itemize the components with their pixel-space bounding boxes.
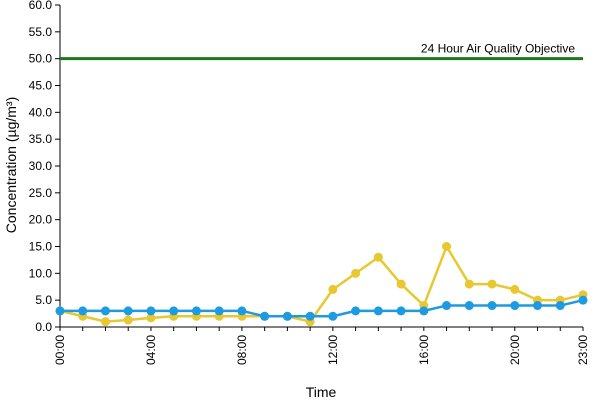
y-tick-label: 30.0 bbox=[29, 159, 53, 173]
x-tick-label: 20:00 bbox=[508, 335, 522, 365]
series-2-point bbox=[442, 301, 452, 311]
series-2-point bbox=[123, 306, 133, 316]
series-1-point bbox=[487, 279, 497, 289]
y-tick-label: 40.0 bbox=[29, 105, 53, 119]
x-tick-label: 16:00 bbox=[417, 335, 431, 365]
series-1-point bbox=[351, 268, 361, 278]
y-tick-label: 5.0 bbox=[35, 293, 52, 307]
series-2-point bbox=[146, 306, 156, 316]
series-2-point bbox=[533, 301, 543, 311]
x-tick-label: 23:00 bbox=[576, 335, 590, 365]
series-2-point bbox=[78, 306, 88, 316]
series-1-point bbox=[328, 284, 338, 294]
series-2-line bbox=[60, 298, 584, 318]
x-axis-title: Time bbox=[306, 384, 337, 400]
y-tick-label: 0.0 bbox=[35, 320, 52, 334]
series-2-point bbox=[396, 306, 406, 316]
series-1-point bbox=[100, 317, 110, 327]
y-tick-label: 35.0 bbox=[29, 132, 53, 146]
series-2-point bbox=[169, 306, 179, 316]
y-tick-label: 15.0 bbox=[29, 240, 53, 254]
series-group bbox=[55, 242, 588, 327]
x-axis: 00:00 04:00 08:00 12:00 16:00 20:00 23:00 bbox=[53, 326, 590, 365]
y-tick-label: 60.0 bbox=[29, 0, 53, 12]
series-2-point bbox=[487, 301, 497, 311]
y-tick-label: 55.0 bbox=[29, 25, 53, 39]
y-axis: 0.0 5.0 10.0 15.0 20.0 25.0 30.0 35.0 40.0 45.0 50… bbox=[29, 0, 61, 334]
y-tick-label: 25.0 bbox=[29, 186, 53, 200]
series-2-point bbox=[55, 306, 65, 316]
series-1-point bbox=[373, 252, 383, 262]
y-tick-label: 10.0 bbox=[29, 266, 53, 280]
series-2-point bbox=[328, 311, 338, 321]
series-2-point bbox=[282, 311, 292, 321]
series-2-point bbox=[510, 301, 520, 311]
series-1-point bbox=[396, 279, 406, 289]
series-2-point bbox=[578, 295, 588, 305]
objective-label: 24 Hour Air Quality Objective bbox=[421, 42, 575, 56]
series-2-point bbox=[351, 306, 361, 316]
series-1-point bbox=[510, 284, 520, 294]
series-2-point bbox=[100, 306, 110, 316]
y-tick-label: 50.0 bbox=[29, 52, 53, 66]
series-2-point bbox=[237, 306, 247, 316]
series-2-point bbox=[555, 301, 565, 311]
y-tick-label: 45.0 bbox=[29, 79, 53, 93]
series-1-point bbox=[123, 315, 133, 325]
x-tick-label: 12:00 bbox=[326, 335, 340, 365]
series-2-point bbox=[260, 311, 270, 321]
x-tick-label: 04:00 bbox=[144, 335, 158, 365]
series-1-point bbox=[442, 242, 452, 251]
y-axis-title: Concentration (µg/m³) bbox=[3, 97, 19, 233]
series-2-point bbox=[373, 306, 383, 316]
series-2-point bbox=[464, 301, 474, 311]
series-2-point bbox=[214, 306, 224, 316]
series-2-point bbox=[419, 306, 429, 316]
y-tick-label: 20.0 bbox=[29, 213, 53, 227]
series-2-point bbox=[191, 306, 201, 316]
objective-line-group: 24 Hour Air Quality Objective bbox=[60, 42, 583, 61]
x-tick-label: 00:00 bbox=[53, 335, 67, 365]
series-2-point bbox=[305, 311, 315, 321]
x-tick-label: 08:00 bbox=[235, 335, 249, 365]
series-1-point bbox=[464, 279, 474, 289]
